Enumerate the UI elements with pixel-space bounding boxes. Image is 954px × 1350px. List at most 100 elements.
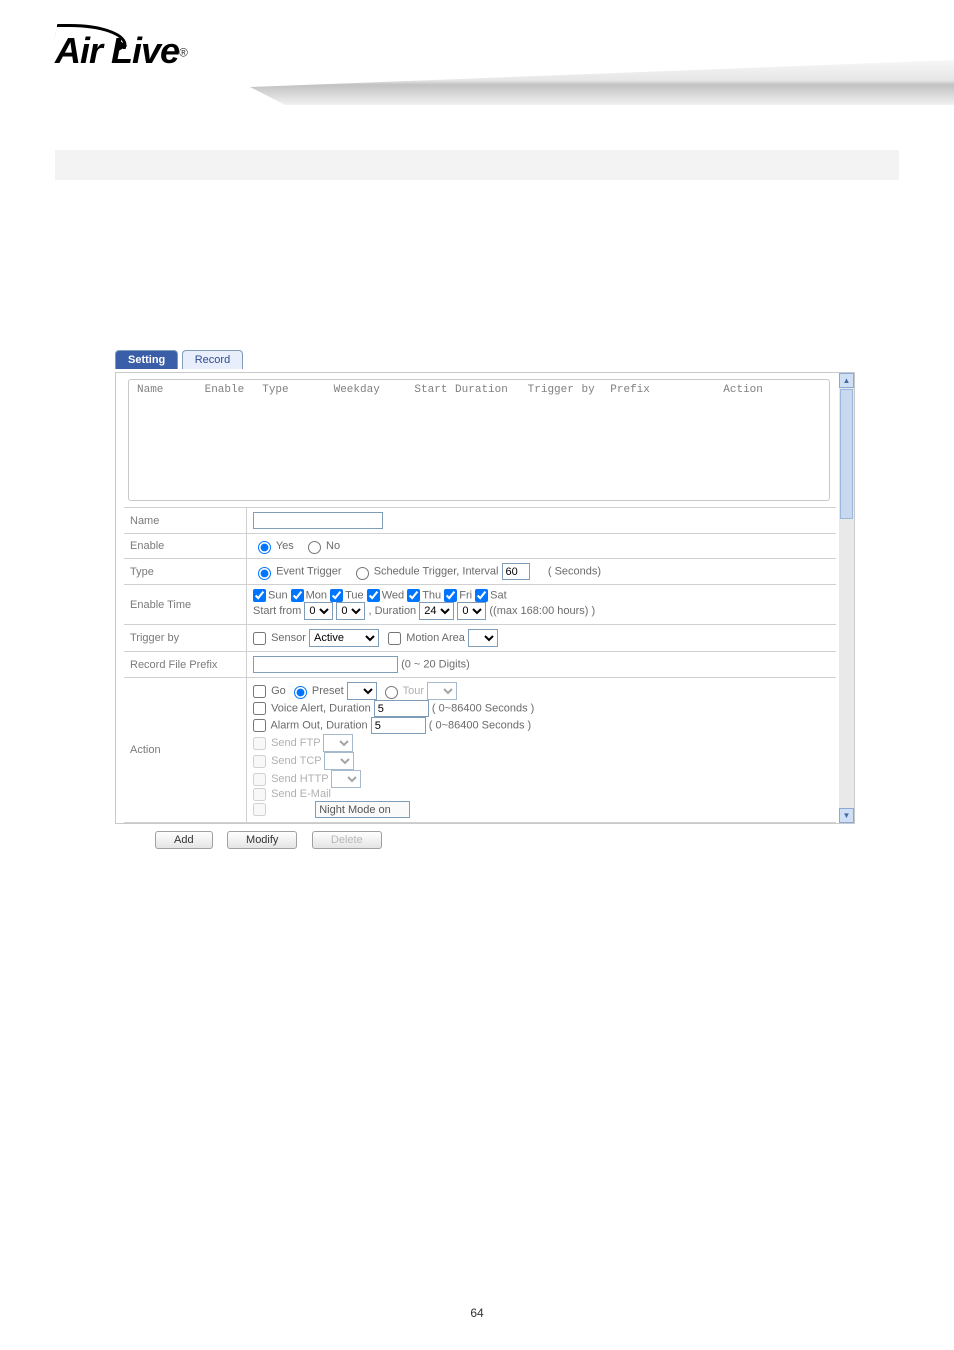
start-h-select[interactable]: 0 [304, 602, 333, 620]
chk-fri[interactable] [444, 589, 457, 602]
col-type: Type [262, 384, 302, 396]
day-thu: Thu [422, 589, 441, 601]
lbl-type: Type [124, 559, 247, 585]
chk-go[interactable] [253, 685, 266, 698]
dur-m-select[interactable]: 0 [457, 602, 486, 620]
chk-wed[interactable] [367, 589, 380, 602]
lbl-enable-time: Enable Time [124, 585, 247, 625]
tour-label: Tour [403, 685, 424, 697]
interval-seconds: ( Seconds) [548, 565, 601, 577]
enable-no-radio[interactable] [308, 541, 321, 554]
delete-button[interactable]: Delete [312, 831, 382, 849]
chk-sensor[interactable] [253, 632, 266, 645]
col-trigger: Trigger by [528, 384, 603, 396]
chk-alarm-out[interactable] [253, 719, 266, 732]
day-wed: Wed [382, 589, 404, 601]
tour-select[interactable] [427, 682, 457, 700]
chk-send-tcp[interactable] [253, 755, 266, 768]
page-number: 64 [0, 1306, 954, 1320]
list-header: Name Enable Type Weekday Start Duration … [129, 380, 829, 400]
day-sat: Sat [490, 589, 507, 601]
settings-panel: Setting Record ▲ ▼ Name Enable Type Week… [115, 350, 855, 849]
chk-send-http[interactable] [253, 773, 266, 786]
chk-send-ftp[interactable] [253, 737, 266, 750]
modify-button[interactable]: Modify [227, 831, 297, 849]
sensor-select[interactable]: Active [309, 629, 379, 647]
alarm-note: ( 0~86400 Seconds ) [429, 719, 531, 731]
go-tour-radio[interactable] [385, 686, 398, 699]
day-mon: Mon [306, 589, 327, 601]
panel-body: ▲ ▼ Name Enable Type Weekday Start Durat… [115, 372, 855, 824]
start-from-label: Start from [253, 605, 301, 617]
dur-h-select[interactable]: 24 [419, 602, 454, 620]
send-http-label: Send HTTP [271, 773, 328, 785]
send-tcp-label: Send TCP [271, 755, 321, 767]
duration-label: , Duration [368, 605, 416, 617]
send-email-label: Send E-Mail [271, 788, 331, 800]
chk-night-mode[interactable] [253, 803, 266, 816]
prefix-note: (0 ~ 20 Digits) [401, 658, 470, 670]
scroll-thumb[interactable] [840, 389, 853, 519]
button-row: Add Modify Delete [155, 830, 855, 849]
scroll-down-icon[interactable]: ▼ [839, 808, 854, 823]
go-preset-radio[interactable] [294, 686, 307, 699]
chk-thu[interactable] [407, 589, 420, 602]
col-duration: Duration [455, 384, 520, 396]
lbl-trigger-by: Trigger by [124, 625, 247, 652]
lbl-action: Action [124, 678, 247, 823]
ftp-select[interactable] [323, 734, 353, 752]
voice-note: ( 0~86400 Seconds ) [432, 702, 534, 714]
col-action: Action [663, 384, 763, 396]
enable-yes-label: Yes [276, 540, 294, 552]
col-weekday: Weekday [310, 384, 380, 396]
tab-setting[interactable]: Setting [115, 350, 178, 369]
voice-duration-input[interactable] [374, 700, 429, 717]
preset-label: Preset [312, 685, 344, 697]
col-enable: Enable [205, 384, 255, 396]
type-event-label: Event Trigger [276, 565, 341, 577]
type-schedule-radio[interactable] [356, 567, 369, 580]
motion-label: Motion Area [406, 632, 465, 644]
chk-tue[interactable] [330, 589, 343, 602]
chk-motion[interactable] [388, 632, 401, 645]
tab-record[interactable]: Record [182, 350, 243, 369]
header-swoosh [250, 60, 954, 105]
chk-sun[interactable] [253, 589, 266, 602]
voice-alert-label: Voice Alert, Duration [271, 702, 371, 714]
event-list: Name Enable Type Weekday Start Duration … [128, 379, 830, 501]
interval-input[interactable] [502, 563, 530, 580]
chk-sat[interactable] [475, 589, 488, 602]
alarm-out-label: Alarm Out, Duration [270, 719, 367, 731]
send-ftp-label: Send FTP [271, 737, 320, 749]
start-m-select[interactable]: 0 [336, 602, 365, 620]
name-input[interactable] [253, 512, 383, 529]
day-sun: Sun [268, 589, 288, 601]
col-prefix: Prefix [610, 384, 655, 396]
col-name: Name [137, 384, 197, 396]
chk-send-email[interactable] [253, 788, 266, 801]
add-button[interactable]: Add [155, 831, 213, 849]
go-label: Go [271, 685, 286, 697]
gray-band [55, 150, 899, 180]
type-event-radio[interactable] [258, 567, 271, 580]
lbl-enable: Enable [124, 534, 247, 559]
scroll-up-icon[interactable]: ▲ [839, 373, 854, 388]
chk-voice-alert[interactable] [253, 702, 266, 715]
prefix-input[interactable] [253, 656, 398, 673]
sensor-label: Sensor [271, 632, 306, 644]
motion-select[interactable] [468, 629, 498, 647]
enable-no-label: No [326, 540, 340, 552]
logo: Air Live® [55, 30, 188, 72]
scrollbar[interactable]: ▲ ▼ [839, 373, 854, 823]
preset-select[interactable] [347, 682, 377, 700]
dur-note: ((max 168:00 hours) ) [489, 605, 595, 617]
day-tue: Tue [345, 589, 364, 601]
alarm-duration-input[interactable] [371, 717, 426, 734]
http-select[interactable] [331, 770, 361, 788]
night-mode-input[interactable] [315, 801, 410, 818]
col-start: Start [387, 384, 447, 396]
chk-mon[interactable] [291, 589, 304, 602]
enable-yes-radio[interactable] [258, 541, 271, 554]
lbl-prefix: Record File Prefix [124, 652, 247, 678]
tcp-select[interactable] [324, 752, 354, 770]
